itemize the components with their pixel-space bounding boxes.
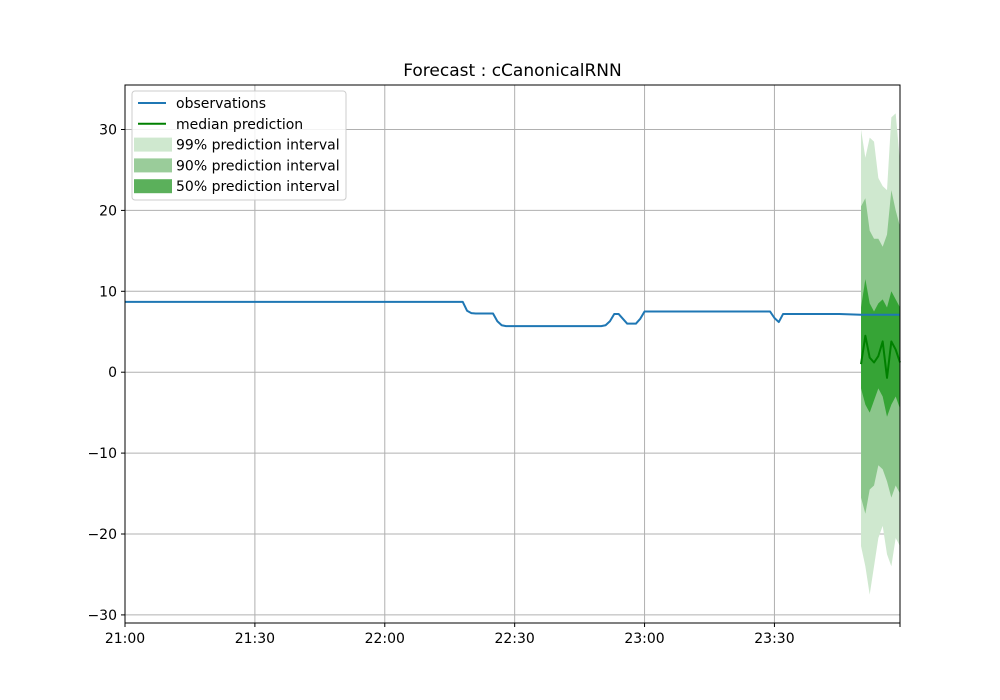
legend-swatch-patch [134, 158, 172, 173]
observations-line [125, 300, 900, 328]
legend-swatch-patch [134, 137, 172, 152]
prediction-bands [861, 113, 900, 595]
legend-label: 99% prediction interval [176, 138, 340, 154]
y-tick-label: 0 [108, 365, 117, 381]
y-tick-label: −10 [87, 446, 117, 462]
x-tick-label: 22:00 [365, 631, 405, 647]
axes: 21:00 21:30 22:00 22:30 23:00 23:30 30 20 10 0 −10… [87, 122, 901, 647]
legend-swatch-patch [134, 179, 172, 194]
x-tick-label: 22:30 [494, 631, 534, 647]
y-tick-label: 20 [99, 203, 117, 219]
x-tick-label: 21:00 [105, 631, 145, 647]
median-prediction-line [860, 334, 901, 379]
legend-label: 90% prediction interval [176, 158, 340, 174]
y-tick-label: −30 [87, 608, 117, 624]
legend-label: observations [176, 96, 266, 112]
legend-label: 50% prediction interval [176, 179, 340, 195]
plot-frame [124, 84, 901, 624]
legend: observations median prediction 99% predict… [131, 90, 347, 201]
x-tick-label: 21:30 [235, 631, 275, 647]
x-tick-label: 23:00 [624, 631, 664, 647]
y-tick-label: 30 [99, 122, 117, 138]
y-tick-label: 10 [99, 284, 117, 300]
series-lines [125, 300, 901, 379]
y-tick-label: −20 [87, 527, 117, 543]
x-tick-label: 23:30 [754, 631, 794, 647]
legend-label: median prediction [176, 117, 303, 133]
chart-title: Forecast : cCanonicalRNN [403, 61, 622, 81]
legend-box [131, 90, 347, 201]
